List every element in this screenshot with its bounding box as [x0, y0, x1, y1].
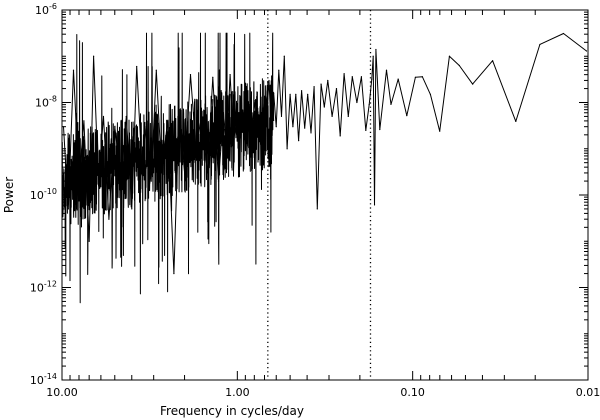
- y-tick-label: 10-8: [35, 95, 57, 110]
- spectrum-point: [289, 93, 291, 95]
- spectrum-point: [323, 106, 325, 108]
- spectrum-point: [316, 208, 318, 210]
- spectrum-point: [278, 69, 280, 71]
- spectrum-point: [331, 115, 333, 118]
- spectrum-point: [327, 79, 329, 82]
- axis-ticks: [62, 10, 589, 381]
- spectrum-point: [390, 103, 392, 105]
- spectrum-point: [310, 132, 312, 134]
- spectrum-point: [93, 55, 95, 57]
- y-tick-labels: 10-14 10-12 10-10 10-8 10-6: [30, 2, 57, 387]
- spectrum-point: [448, 55, 451, 57]
- x-tick-labels: 10.00 1.00 0.10 0.01: [46, 386, 600, 399]
- spectrum-point: [283, 55, 285, 57]
- series-group: [61, 32, 588, 304]
- spectrum-point: [371, 78, 373, 80]
- spectrum-point: [275, 126, 277, 128]
- spectrum-point: [429, 93, 432, 95]
- spectrum-point: [379, 128, 381, 131]
- marker-lines: [267, 10, 372, 380]
- y-tick-label: 10-12: [30, 280, 57, 295]
- spectrum-point: [286, 148, 288, 150]
- spectrum-point: [421, 76, 424, 78]
- spectrum-point: [155, 69, 157, 71]
- y-axis-title: Power: [2, 177, 16, 213]
- spectrum-point: [397, 78, 399, 80]
- spectrum-point: [406, 115, 408, 117]
- spectrum-point: [72, 69, 75, 71]
- spectrum-point: [351, 76, 353, 78]
- spectrum-noise-band: [61, 32, 275, 304]
- spectrum-point: [88, 240, 90, 242]
- spectrum-point: [347, 115, 349, 118]
- spectrum-point: [335, 87, 338, 90]
- spectrum-point: [189, 74, 192, 76]
- spectrum-point: [300, 90, 303, 92]
- spectrum-point: [136, 65, 138, 68]
- y-tick-label: 10-10: [30, 187, 57, 202]
- spectrum-point: [102, 115, 105, 118]
- spectrum-point: [439, 130, 441, 132]
- spectrum-point: [539, 43, 541, 46]
- spectrum-point: [339, 135, 341, 137]
- x-tick-label: 0.01: [576, 386, 600, 399]
- spectrum-point: [343, 73, 345, 75]
- spectrum-point: [365, 129, 367, 131]
- spectrum-point: [372, 55, 374, 57]
- spectrum-point: [298, 140, 300, 142]
- spectrum-point: [360, 76, 363, 78]
- spectrum-point: [268, 79, 270, 82]
- x-axis-title: Frequency in cycles/day: [160, 404, 304, 418]
- spectrum-point: [295, 93, 297, 95]
- spectrum-point: [373, 204, 376, 206]
- spectrum-point: [492, 60, 494, 62]
- spectrum-point: [375, 48, 377, 51]
- spectrum-point: [280, 115, 283, 118]
- spectrum-point: [131, 208, 133, 210]
- spectrum-point: [108, 218, 110, 220]
- spectrum-point: [212, 76, 214, 78]
- spectrum-point: [562, 32, 565, 35]
- x-tick-label: 10.00: [46, 386, 78, 399]
- spectrum-point: [292, 126, 294, 128]
- spectrum-point: [304, 127, 306, 129]
- x-tick-label: 1.00: [225, 386, 250, 399]
- spectrum-point: [472, 83, 474, 85]
- spectrum-point: [307, 93, 309, 95]
- spectrum-point: [173, 272, 175, 275]
- spectrum-point: [83, 120, 85, 122]
- spectrum-point: [150, 180, 152, 182]
- spectrum-point: [313, 86, 315, 88]
- spectrum-point: [414, 76, 416, 78]
- spectrum-point: [368, 104, 370, 106]
- spectrum-point: [320, 83, 322, 85]
- spectrum-point: [229, 74, 231, 76]
- spectrum-point: [385, 69, 388, 71]
- y-tick-label: 10-14: [30, 372, 57, 387]
- spectrum-point: [585, 50, 588, 52]
- x-tick-label: 0.10: [400, 386, 425, 399]
- y-tick-label: 10-6: [35, 2, 57, 17]
- spectrum-point: [356, 101, 358, 104]
- spectrum-point: [515, 120, 517, 123]
- spectrum-point: [458, 64, 460, 67]
- spectrum-point: [62, 126, 65, 128]
- spectrum-point: [67, 208, 69, 210]
